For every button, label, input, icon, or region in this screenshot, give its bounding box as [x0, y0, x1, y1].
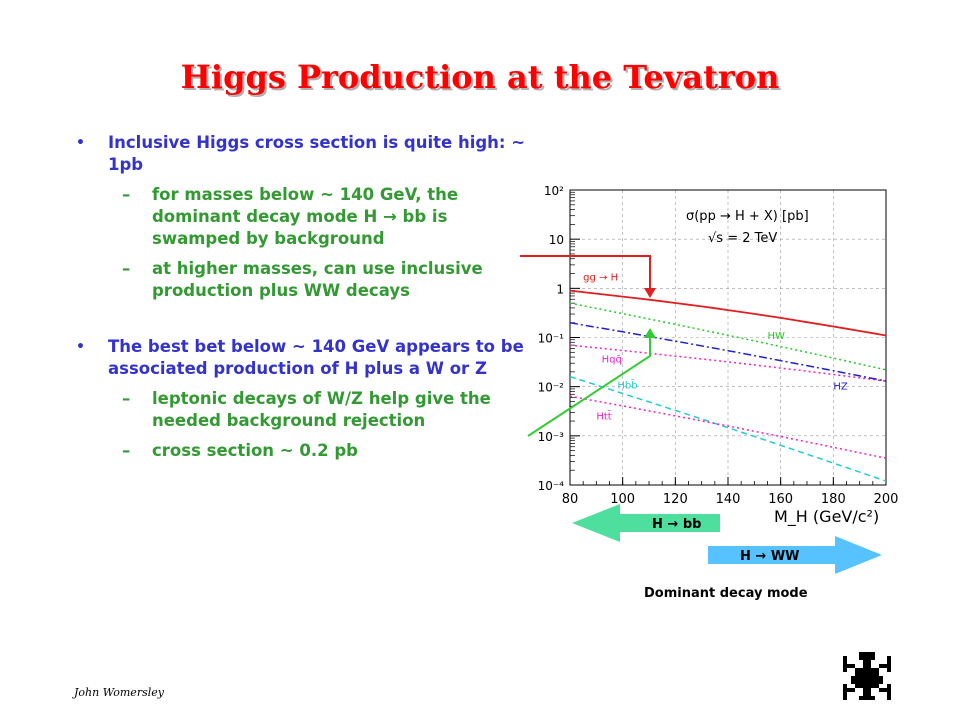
x-tick-label: 100: [610, 492, 635, 507]
series-label: Htt̄: [596, 410, 611, 423]
x-tick-label: 80: [562, 492, 579, 507]
series-curve: [569, 302, 887, 371]
fermilab-logo-icon: [843, 652, 891, 700]
series-curve: [569, 289, 887, 337]
bullet-1-sub-1: for masses below ~ 140 GeV, the dominant…: [70, 184, 540, 250]
bullet-1-sub-2: at higher masses, can use inclusive prod…: [70, 258, 540, 302]
y-tick-label: 1: [556, 282, 564, 296]
series-curves: [569, 289, 887, 482]
cross-section-chart: 80 100 120 140 160 180 200 10²10110⁻¹10⁻²10⁻³1…: [520, 184, 899, 574]
x-tick-label: 180: [821, 492, 846, 507]
chart-title: σ(pp → H + X) [pb]: [686, 209, 809, 224]
bullet-2: The best bet below ~ 140 GeV appears to …: [70, 336, 540, 380]
y-tick-label: 10⁻¹: [538, 332, 565, 346]
series-curve: [569, 321, 887, 382]
bullet-2-sub-2: cross section ~ 0.2 pb: [70, 440, 540, 462]
series-label: HW: [768, 331, 786, 342]
y-tick-labels: 10² 10 1 10⁻¹ 10⁻² 10⁻³ 10⁻⁴: [538, 184, 565, 493]
chart-grid: [570, 190, 886, 485]
series-curve: [569, 395, 887, 459]
x-tick-label: 200: [874, 492, 899, 507]
series-label: HZ: [833, 381, 848, 392]
series-label: Hqq̄: [602, 355, 622, 366]
hww-arrow-label: H → WW: [740, 549, 800, 564]
x-tick-labels: 80 100 120 140 160 180 200: [562, 492, 899, 507]
x-tick-label: 160: [768, 492, 793, 507]
hbb-arrow-label: H → bb: [652, 517, 701, 532]
y-tick-label: 10²: [544, 184, 564, 198]
hbb-indicator-line: [520, 255, 651, 294]
series-label: Hbb̄: [617, 378, 637, 391]
y-tick-label: 10⁻⁴: [538, 479, 565, 493]
y-tick-label: 10⁻³: [538, 430, 565, 444]
bullet-2-sub-1: leptonic decays of W/Z help give the nee…: [70, 388, 540, 432]
series-labels: gg → H HW Hqq̄ HZ Hbb̄ Htt̄: [583, 272, 848, 422]
x-tick-label: 140: [716, 492, 741, 507]
chart-subtitle: √s = 2 TeV: [708, 231, 777, 246]
slide-title: Higgs Production at the Tevatron: [180, 58, 780, 96]
hbb-indicator-arrowhead: [644, 288, 656, 298]
y-tick-label: 10: [549, 233, 564, 247]
series-label: gg → H: [583, 272, 618, 283]
x-axis-label: M_H (GeV/c²): [774, 507, 879, 527]
y-tick-label: 10⁻²: [538, 381, 565, 395]
series-curve: [569, 375, 887, 482]
bullet-1: Inclusive Higgs cross section is quite h…: [70, 132, 540, 176]
bullet-list: Inclusive Higgs cross section is quite h…: [70, 132, 540, 470]
hbb-arrow: [572, 504, 720, 542]
ww-indicator-arrowhead: [644, 328, 656, 338]
author-name: John Womersley: [74, 686, 164, 699]
decay-mode-caption: Dominant decay mode: [644, 586, 808, 601]
hww-arrow: [708, 536, 882, 574]
ww-indicator-line: [527, 332, 651, 437]
x-tick-label: 120: [663, 492, 688, 507]
